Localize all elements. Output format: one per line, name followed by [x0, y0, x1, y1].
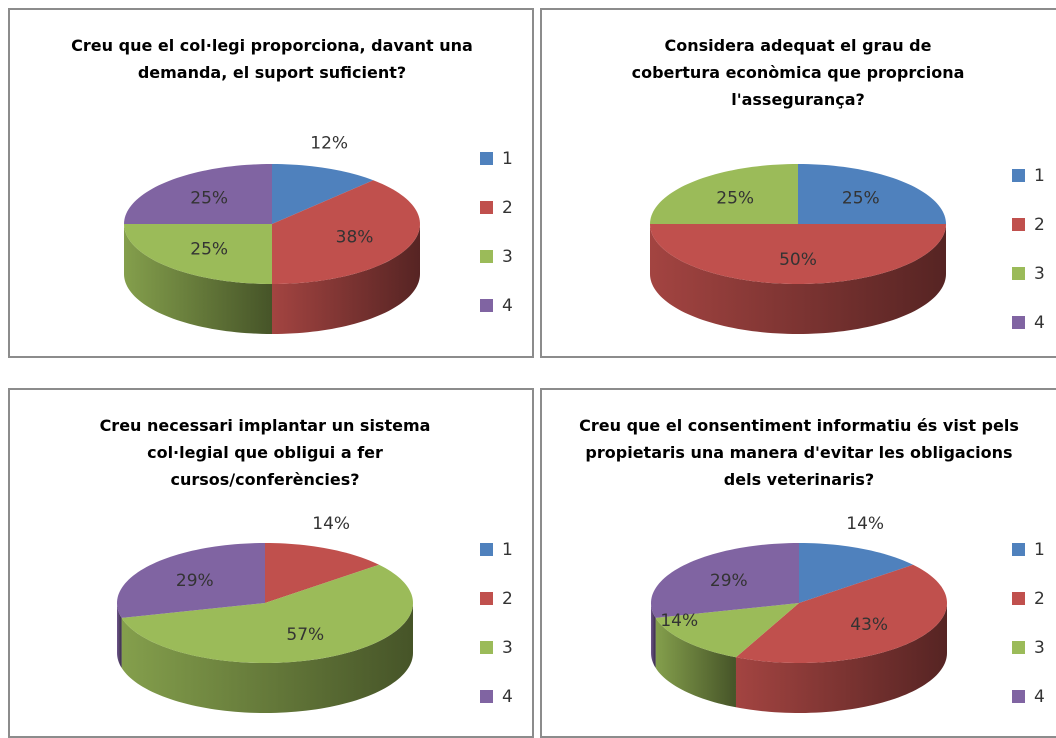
legend-swatch [480, 152, 493, 165]
chart-panel: 14% 43% 14% 29% 1 2 3 4 Creu que el consentiment… [540, 388, 1056, 738]
pie-slice-side [651, 603, 656, 668]
pie-tops [124, 164, 420, 284]
pie-slice-side [735, 603, 947, 713]
pie-tops [651, 543, 947, 663]
legend-swatch [480, 690, 493, 703]
pie-slice [651, 543, 799, 618]
data-labels: 14% 43% 14% 29% [660, 514, 888, 635]
legend-label: 2 [502, 589, 513, 609]
pie-slice-side [650, 224, 946, 334]
pie-slice [272, 180, 420, 284]
legend-label: 4 [1034, 687, 1045, 707]
data-label: 57% [286, 625, 324, 645]
legend-swatch [1012, 592, 1025, 605]
pie-sides [117, 603, 413, 713]
pie-sides [651, 603, 947, 713]
legend-swatch [480, 299, 493, 312]
pie-slice [117, 543, 265, 618]
legend-swatch [480, 592, 493, 605]
pie-tops [117, 543, 413, 663]
pie-slice [124, 164, 272, 224]
chart-panel: 12% 38% 25% 25% 1 2 3 4 Creu que el col·legi pro… [8, 8, 534, 358]
chart-title: Creu necessari implantar un sistema col·… [99, 416, 431, 489]
data-label: 12% [310, 133, 348, 153]
pie-slice [798, 164, 946, 224]
chart-title: Creu que el col·legi proporciona, davant… [71, 36, 473, 82]
data-labels: 25% 50% 25% [716, 189, 879, 270]
data-label: 14% [660, 611, 698, 631]
legend-label: 4 [502, 296, 513, 316]
legend-swatch [1012, 169, 1025, 182]
legend-label: 3 [502, 247, 513, 267]
legend-label: 4 [1034, 313, 1045, 333]
chart-panel: 14% 57% 29% 1 2 3 4 Creu necessari implantar un… [8, 388, 534, 738]
pie-slice [124, 224, 272, 284]
pie-slice [265, 543, 380, 603]
data-label: 25% [190, 189, 228, 209]
pie-slice-side [655, 617, 736, 708]
data-label: 38% [336, 227, 374, 247]
chart-title: Considera adequat el grau de cobertura e… [631, 36, 965, 109]
legend-swatch [1012, 690, 1025, 703]
data-label: 43% [850, 615, 888, 635]
data-label: 14% [312, 514, 350, 534]
pie-sides [124, 224, 420, 334]
pie-slice-side [272, 224, 420, 334]
data-label: 25% [842, 189, 880, 209]
legend-swatch [1012, 316, 1025, 329]
pie-slice [735, 564, 947, 663]
data-label: 29% [710, 571, 748, 591]
chart: 14% 43% 14% 29% 1 2 3 4 [651, 514, 1045, 713]
legend-label: 1 [1034, 540, 1045, 560]
legend-swatch [1012, 218, 1025, 231]
pie-slice [272, 164, 374, 224]
data-labels: 12% 38% 25% 25% [190, 133, 373, 259]
pie-tops [650, 164, 946, 284]
legend-label: 1 [1034, 166, 1045, 186]
pie-slice [650, 224, 946, 284]
legend-label: 4 [502, 687, 513, 707]
chart-panel: 25% 50% 25% 1 2 3 4 Considera adequat el grau d… [540, 8, 1056, 358]
legend-label: 3 [1034, 264, 1045, 284]
chart: 14% 57% 29% 1 2 3 4 [117, 514, 513, 713]
legend-swatch [480, 250, 493, 263]
legend-swatch [480, 201, 493, 214]
legend-swatch [1012, 267, 1025, 280]
legend-label: 1 [502, 149, 513, 169]
data-labels: 14% 57% 29% [176, 514, 350, 645]
legend-swatch [480, 543, 493, 556]
legend-label: 2 [502, 198, 513, 218]
legend-swatch [1012, 641, 1025, 654]
pie-slice [650, 164, 798, 224]
chart: 12% 38% 25% 25% 1 2 3 4 [124, 133, 513, 334]
legend-label: 2 [1034, 215, 1045, 235]
legend-label: 3 [502, 638, 513, 658]
pie-slice [655, 603, 799, 658]
data-label: 25% [716, 189, 754, 209]
chart: 25% 50% 25% 1 2 3 4 [650, 164, 1045, 334]
pie-slice-side [124, 224, 272, 334]
data-label: 29% [176, 571, 214, 591]
pie-slice-side [117, 603, 122, 668]
pie-slice [799, 543, 914, 603]
data-label: 14% [846, 514, 884, 534]
pie-slice-side [121, 603, 413, 713]
legend-label: 2 [1034, 589, 1045, 609]
legend-label: 1 [502, 540, 513, 560]
legend-label: 3 [1034, 638, 1045, 658]
legend-swatch [1012, 543, 1025, 556]
chart-title: Creu que el consentiment informatiu és v… [579, 416, 1019, 489]
data-label: 50% [779, 250, 817, 270]
pie-sides [650, 224, 946, 334]
pie-slice [121, 564, 413, 663]
legend-swatch [480, 641, 493, 654]
data-label: 25% [190, 239, 228, 259]
